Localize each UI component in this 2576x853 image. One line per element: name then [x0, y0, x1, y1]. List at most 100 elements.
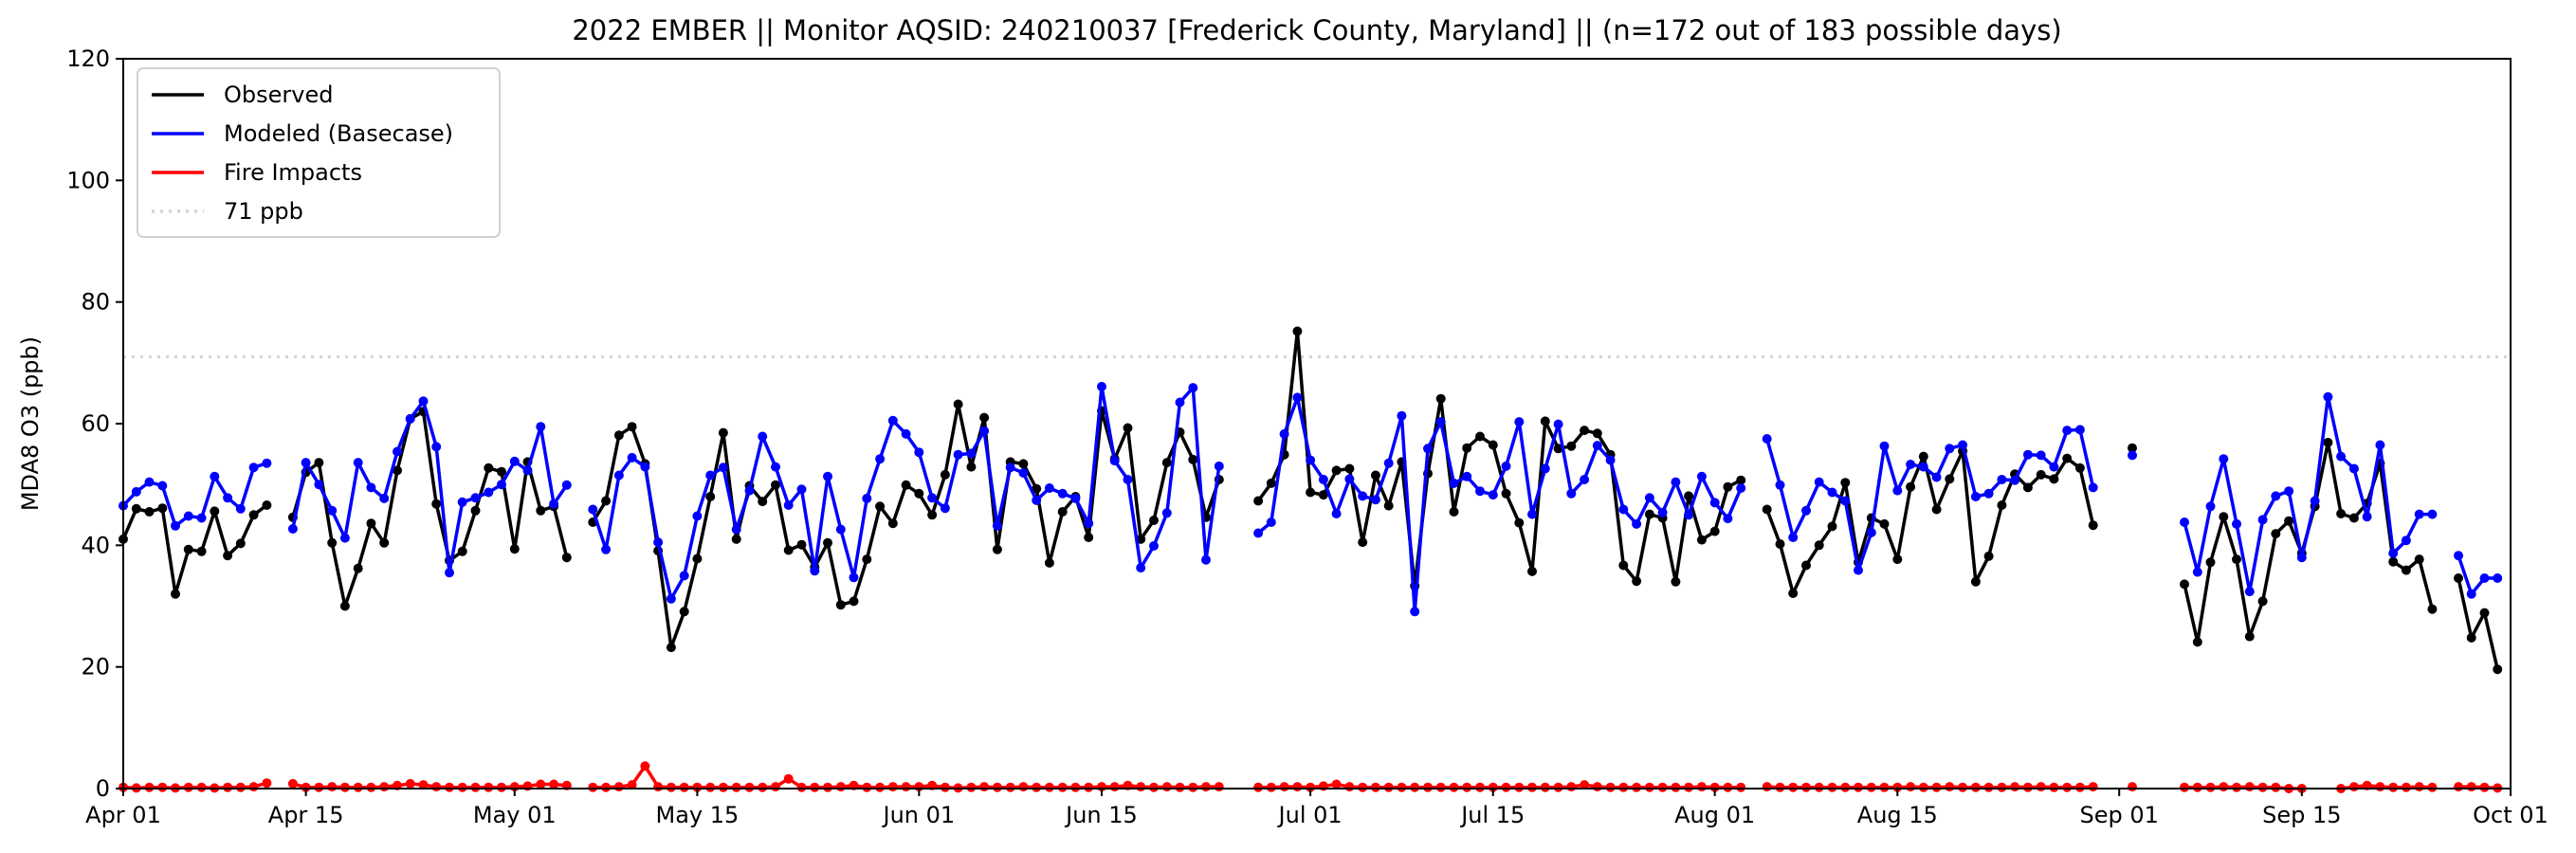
data-point [1488, 440, 1498, 450]
data-point [2375, 782, 2385, 792]
data-point [2022, 482, 2033, 493]
data-point [2192, 637, 2202, 647]
data-point [2454, 573, 2463, 583]
data-point [731, 782, 741, 792]
data-point [457, 546, 467, 556]
data-point [1462, 471, 1472, 481]
data-point [196, 546, 207, 556]
data-point [2205, 557, 2216, 568]
data-point [1879, 441, 1890, 451]
data-point [1684, 510, 1694, 520]
data-point [2401, 565, 2411, 575]
data-point [1501, 488, 1511, 499]
data-point [2192, 782, 2202, 792]
data-point [718, 463, 728, 473]
data-point [1827, 782, 1837, 792]
data-point [1070, 782, 1081, 792]
data-point [2244, 587, 2255, 597]
data-point [1292, 326, 1303, 336]
data-point [783, 545, 794, 555]
data-point [1918, 782, 1928, 792]
data-point [1997, 782, 2007, 792]
data-point [731, 534, 741, 544]
data-point [1449, 507, 1459, 517]
data-point [1854, 782, 1863, 792]
data-point [653, 537, 664, 548]
data-point [613, 430, 624, 441]
data-point [339, 601, 350, 611]
data-point [1684, 782, 1694, 792]
data-point [1383, 458, 1394, 468]
data-point [758, 431, 768, 442]
data-point [1723, 782, 1733, 792]
data-point [1475, 782, 1485, 792]
data-point [1214, 461, 1224, 471]
data-point [2088, 482, 2098, 493]
data-point [1188, 383, 1198, 393]
data-point [1084, 533, 1094, 542]
data-point [1553, 419, 1563, 429]
data-point [2271, 529, 2281, 539]
data-point [1370, 495, 1380, 505]
data-point [1123, 475, 1133, 484]
data-point [796, 539, 807, 550]
data-point [171, 520, 180, 531]
data-point [301, 782, 311, 792]
data-point [901, 428, 911, 439]
data-point [2271, 491, 2281, 501]
data-point [418, 396, 429, 407]
data-point [1306, 487, 1316, 498]
data-point [835, 782, 846, 792]
data-point [2401, 782, 2411, 792]
data-point [627, 422, 637, 432]
data-point [457, 497, 467, 507]
data-point [1253, 528, 1264, 538]
data-point [1397, 410, 1407, 421]
data-point [262, 778, 272, 789]
data-point [144, 507, 155, 517]
data-point [1514, 517, 1525, 528]
data-point [2062, 782, 2073, 792]
data-point [1553, 444, 1563, 454]
series-layer [119, 326, 2503, 793]
data-point [1435, 393, 1446, 404]
data-point [1149, 541, 1159, 551]
data-point [1632, 782, 1642, 792]
data-point [992, 520, 1002, 531]
data-point [2192, 567, 2202, 577]
data-point [1005, 782, 1015, 792]
data-point [862, 782, 872, 792]
data-point [366, 782, 376, 792]
data-point [914, 447, 924, 458]
data-point [2049, 474, 2059, 484]
data-point [849, 596, 859, 607]
data-point [445, 568, 454, 578]
data-point [1775, 782, 1785, 792]
data-point [2219, 782, 2229, 792]
data-point [314, 480, 324, 490]
data-point [744, 485, 755, 496]
data-point [2022, 449, 2033, 460]
data-point [1175, 397, 1185, 408]
data-point [1709, 526, 1720, 536]
data-point [2336, 451, 2347, 462]
data-point [1318, 490, 1328, 500]
data-point [1814, 782, 1824, 792]
data-point [1918, 451, 1928, 462]
data-point [1788, 533, 1799, 542]
data-point [2128, 450, 2137, 461]
data-point [1514, 417, 1525, 427]
data-point [1892, 782, 1903, 792]
data-point [1253, 782, 1264, 792]
data-point [653, 782, 664, 792]
data-point [1709, 782, 1720, 792]
data-point [1970, 576, 1981, 587]
data-point [1788, 589, 1799, 598]
data-point [2427, 509, 2438, 519]
data-point [248, 510, 259, 520]
data-point [157, 481, 168, 491]
legend: Observed Modeled (Basecase) Fire Impacts 71… [137, 67, 501, 238]
data-point [2062, 426, 2073, 436]
data-point [1005, 463, 1015, 473]
data-point [1983, 782, 1994, 792]
